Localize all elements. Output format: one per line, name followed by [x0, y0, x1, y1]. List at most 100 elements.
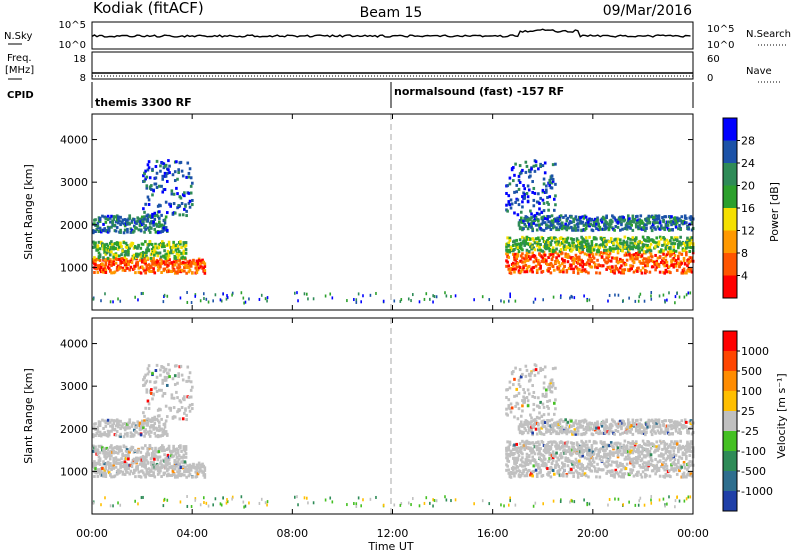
power-cell [146, 256, 149, 260]
power-cell [152, 258, 155, 262]
power-cell [106, 218, 110, 222]
velocity-cell [614, 442, 618, 446]
velocity-cell [123, 465, 127, 469]
velocity-cell [184, 408, 187, 412]
power-cell [93, 270, 96, 274]
velocity-cell [661, 462, 664, 466]
velocity-cell [664, 462, 668, 466]
velocity-cell [119, 446, 122, 450]
power-cell [112, 300, 114, 304]
velocity-cell [550, 418, 554, 422]
velocity-cell [571, 452, 574, 456]
power-cell [127, 262, 130, 266]
velocity-cell [581, 464, 585, 468]
velocity-cell [575, 470, 579, 474]
power-cell [607, 259, 611, 263]
power-cell [103, 229, 106, 233]
power-cell [169, 202, 173, 206]
velocity-cell [665, 457, 669, 461]
power-cell [159, 257, 162, 261]
velocity-cell [155, 455, 158, 459]
power-cell [648, 245, 652, 249]
power-cell [526, 195, 530, 199]
power-cell [669, 239, 672, 243]
velocity-cell [576, 465, 580, 469]
velocity-cell [564, 456, 567, 460]
velocity-cell [150, 473, 153, 477]
power-cell [187, 175, 191, 179]
velocity-cell [153, 418, 157, 422]
power-cell [565, 219, 569, 223]
velocity-cell [591, 450, 595, 454]
velocity-cell [596, 423, 599, 427]
velocity-cell [163, 375, 167, 379]
power-cell [176, 256, 180, 260]
power-cell [513, 190, 516, 194]
velocity-cell [675, 424, 679, 428]
power-cell [93, 222, 96, 226]
power-cell [664, 247, 668, 251]
velocity-cell [626, 450, 630, 454]
velocity-cell [109, 424, 112, 428]
power-cell [658, 255, 662, 259]
power-cell [188, 199, 192, 203]
power-cell [156, 265, 160, 269]
velocity-cell [105, 446, 109, 450]
power-cell [678, 241, 681, 245]
velocity-cell [673, 467, 677, 471]
velocity-cell [538, 450, 541, 454]
velocity-cell [669, 443, 672, 447]
velocity-cell [98, 451, 102, 455]
power-cell [189, 176, 193, 180]
velocity-cell [673, 420, 677, 424]
velocity-cell [147, 406, 151, 410]
power-cell [587, 247, 590, 251]
power-cell [550, 214, 554, 218]
power-cell [688, 260, 692, 264]
power-cell [154, 230, 158, 234]
velocity-cell [104, 424, 108, 428]
velocity-cell [608, 428, 612, 432]
power-cell [154, 244, 157, 248]
velocity-cell [155, 467, 159, 471]
power-cell [559, 248, 563, 252]
power-cell [685, 293, 688, 297]
power-cell [634, 236, 638, 240]
power-cell [170, 192, 174, 196]
velocity-cell [187, 379, 191, 383]
velocity-cell [187, 375, 191, 379]
velocity-cell [674, 429, 678, 433]
power-cell [673, 222, 677, 226]
power-cell [640, 254, 644, 258]
power-cell [110, 264, 113, 268]
power-cell [515, 256, 519, 260]
velocity-cell [130, 423, 134, 427]
velocity-cell [147, 402, 151, 406]
velocity-cell [686, 473, 689, 477]
power-cell [671, 228, 674, 232]
velocity-cell [203, 468, 207, 472]
velocity-cell [521, 471, 524, 475]
power-cell [578, 247, 581, 251]
velocity-cell [517, 454, 521, 458]
velocity-cell [584, 467, 588, 471]
power-cell [531, 237, 534, 241]
power-cell [198, 262, 202, 266]
freq-right-label: Nave [746, 66, 772, 77]
velocity-cell [626, 454, 630, 458]
velocity-cell [576, 432, 580, 436]
velocity-cell [555, 451, 558, 455]
power-cell [532, 221, 536, 225]
noise-left-tick-bottom: 10^0 [59, 40, 86, 51]
power-cell [626, 250, 630, 254]
power-cell [506, 253, 509, 257]
velocity-cell [616, 455, 620, 459]
power-cell [566, 260, 570, 264]
velocity-cell [185, 475, 188, 479]
velocity-cell [526, 424, 530, 428]
power-cell [149, 256, 153, 260]
power-cell [539, 264, 542, 268]
velocity-cell [639, 425, 643, 429]
power-cell [583, 252, 587, 256]
